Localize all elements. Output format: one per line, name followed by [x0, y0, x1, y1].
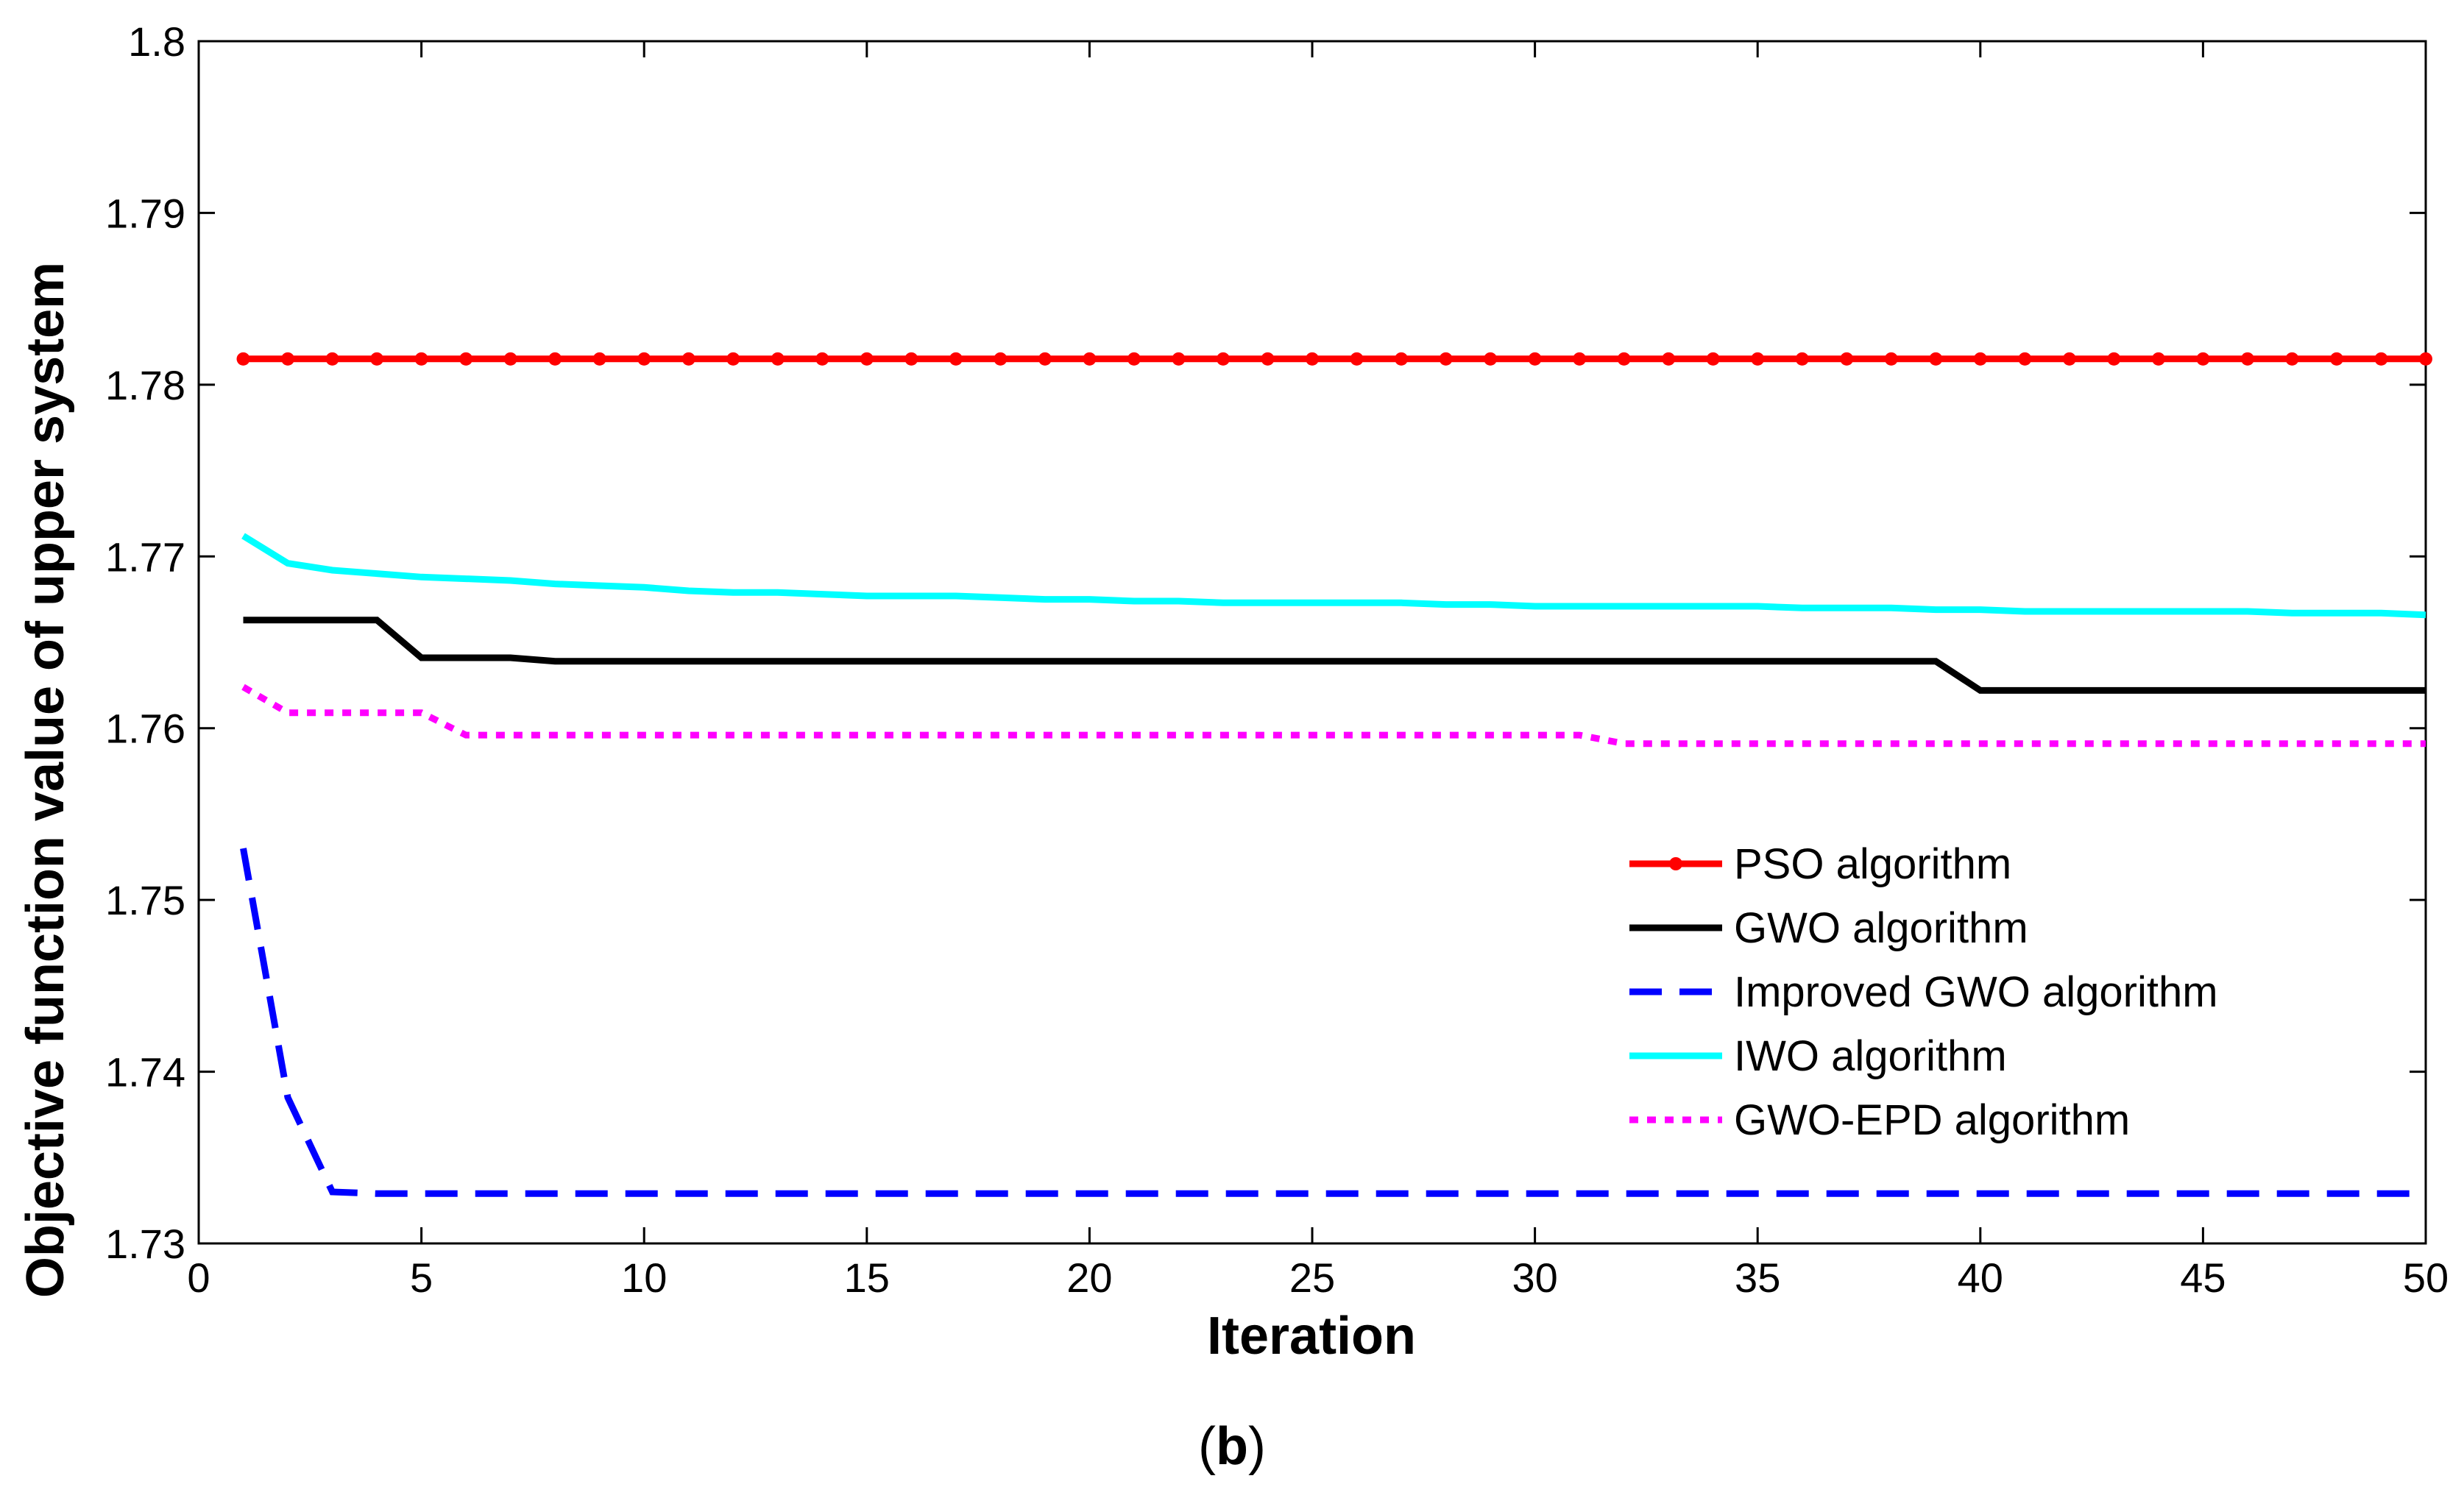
- figure-caption: (b): [1198, 1417, 1266, 1476]
- x-tick-label: 10: [621, 1254, 667, 1301]
- series-point-0: [1395, 352, 1409, 366]
- series-point-0: [949, 352, 963, 366]
- x-tick-label: 0: [187, 1254, 210, 1301]
- series-point-0: [2285, 352, 2299, 366]
- series-line-1: [243, 617, 2426, 694]
- y-axis-title: Objective function value of upper system: [16, 262, 75, 1298]
- y-tick-label: 1.77: [105, 533, 185, 580]
- plot-border: [197, 40, 2427, 1245]
- x-tick-label: 40: [1958, 1254, 2003, 1301]
- series-point-0: [1439, 352, 1453, 366]
- series-point-0: [2151, 352, 2165, 366]
- legend-label-4: GWO-EPD algorithm: [1734, 1096, 2130, 1144]
- series-point-0: [1306, 352, 1319, 366]
- series-line-2: [240, 848, 2426, 1197]
- series-point-0: [1573, 352, 1587, 366]
- y-tick-label: 1.78: [105, 362, 185, 408]
- legend-label-2: Improved GWO algorithm: [1734, 968, 2218, 1016]
- y-tick-label: 1.74: [105, 1049, 185, 1096]
- x-axis-title: Iteration: [1207, 1307, 1416, 1366]
- series-point-0: [459, 352, 473, 366]
- series-point-0: [1617, 352, 1631, 366]
- series-point-0: [1172, 352, 1186, 366]
- series-point-0: [771, 352, 785, 366]
- series-line-3: [241, 533, 2426, 619]
- series-point-0: [414, 352, 428, 366]
- series-line-4: [241, 684, 2426, 748]
- y-tick-label: 1.8: [128, 18, 185, 65]
- series-point-0: [2240, 352, 2254, 366]
- legend-marker-0: [1669, 857, 1682, 870]
- series-point-0: [1751, 352, 1765, 366]
- series-point-0: [1929, 352, 1943, 366]
- x-tick-label: 20: [1066, 1254, 1112, 1301]
- series-point-0: [2018, 352, 2032, 366]
- series-point-0: [860, 352, 874, 366]
- series-point-0: [1884, 352, 1898, 366]
- series-point-0: [2107, 352, 2121, 366]
- series-point-0: [1083, 352, 1097, 366]
- series-point-0: [503, 352, 517, 366]
- x-tick-label: 50: [2403, 1254, 2449, 1301]
- series-point-0: [682, 352, 695, 366]
- series-point-0: [2419, 352, 2432, 366]
- y-tick-label: 1.75: [105, 877, 185, 923]
- series-point-0: [1662, 352, 1676, 366]
- series-point-0: [2062, 352, 2076, 366]
- series-point-0: [2374, 352, 2388, 366]
- series-point-0: [1973, 352, 1987, 366]
- series-point-0: [548, 352, 562, 366]
- series-point-0: [1706, 352, 1720, 366]
- legend-label-0: PSO algorithm: [1734, 840, 2011, 888]
- series-point-0: [1840, 352, 1854, 366]
- legend-label-3: IWO algorithm: [1734, 1032, 2007, 1080]
- caption-close: ): [1248, 1417, 1266, 1476]
- x-tick-label: 45: [2180, 1254, 2226, 1301]
- series-point-0: [815, 352, 829, 366]
- series-point-0: [592, 352, 606, 366]
- caption-letter: b: [1216, 1417, 1248, 1476]
- series-point-0: [726, 352, 740, 366]
- series-point-0: [1216, 352, 1230, 366]
- y-tick-label: 1.76: [105, 706, 185, 752]
- plot-area: [197, 40, 2427, 1245]
- x-tick-label: 35: [1735, 1254, 1780, 1301]
- legend: PSO algorithm GWO algorithm Improved GWO a…: [1629, 840, 2218, 1144]
- series-point-0: [1127, 352, 1141, 366]
- series-point-0: [1484, 352, 1498, 366]
- series-point-0: [1350, 352, 1364, 366]
- series-point-0: [637, 352, 651, 366]
- series-point-0: [236, 352, 250, 366]
- x-tick-label: 5: [410, 1254, 433, 1301]
- series-point-0: [2329, 352, 2343, 366]
- series-point-0: [904, 352, 918, 366]
- x-tick-label: 30: [1512, 1254, 1557, 1301]
- series-point-0: [994, 352, 1008, 366]
- caption-open: (: [1198, 1417, 1216, 1476]
- series-point-0: [1038, 352, 1052, 366]
- legend-label-1: GWO algorithm: [1734, 904, 2028, 952]
- series-point-0: [1795, 352, 1809, 366]
- series-point-0: [1528, 352, 1542, 366]
- series-point-0: [1261, 352, 1275, 366]
- series-layer: [236, 352, 2432, 1197]
- series-point-0: [281, 352, 295, 366]
- y-tick-label: 1.73: [105, 1221, 185, 1267]
- series-point-0: [2196, 352, 2210, 366]
- series-point-0: [370, 352, 384, 366]
- y-tick-label: 1.79: [105, 190, 185, 236]
- x-tick-label: 15: [844, 1254, 890, 1301]
- axis-ticks: 0 5 10 15 20 25 30 35 40 45 50 1.73 1.74 1.75 1.76 1.77…: [105, 18, 2449, 1301]
- x-tick-label: 25: [1289, 1254, 1335, 1301]
- series-point-0: [325, 352, 339, 366]
